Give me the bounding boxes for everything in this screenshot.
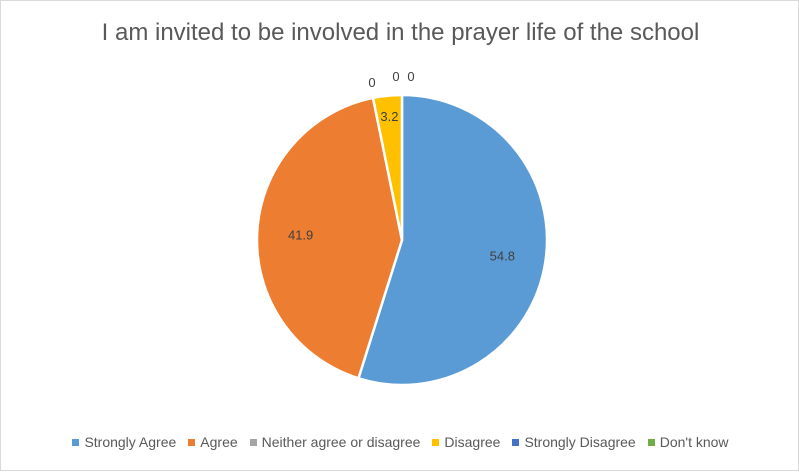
legend-label: Disagree [444, 434, 501, 450]
legend-swatch [188, 438, 196, 446]
data-label-agree: 41.9 [288, 228, 313, 243]
legend-label: Agree [200, 434, 238, 450]
legend-swatch [647, 438, 655, 446]
legend-item-disagree: Disagree [432, 434, 500, 450]
chart-title: I am invited to be involved in the praye… [101, 19, 700, 46]
legend-swatch [432, 438, 440, 446]
pie-slice-disagree [371, 93, 404, 242]
legend-swatch [512, 438, 520, 446]
legend-swatch [249, 438, 257, 446]
data-label-strongly-agree: 54.8 [490, 248, 515, 263]
data-label-neither-agree-or-disagree: 0 [368, 75, 375, 90]
legend-item-strongly-agree: Strongly Agree [72, 434, 176, 450]
legend-swatch [72, 438, 80, 446]
data-label-don-t-know: 0 [407, 69, 414, 84]
legend-label: Strongly Agree [84, 434, 177, 450]
data-label-strongly-disagree: 0 [392, 69, 399, 84]
legend-label: Strongly Disagree [524, 434, 636, 450]
pie-slice-strongly-agree [357, 93, 549, 387]
legend-label: Neither agree or disagree [261, 434, 421, 450]
legend-label: Don't know [659, 434, 729, 450]
legend-item-strongly-disagree: Strongly Disagree [512, 434, 636, 450]
legend: Strongly Agree Agree Neither agree or disa… [1, 434, 799, 450]
data-label-disagree: 3.2 [380, 109, 398, 124]
legend-item-neither-agree-or-disagree: Neither agree or disagree [249, 434, 421, 450]
pie-slice-agree [255, 96, 404, 380]
legend-item-don-t-know: Don't know [647, 434, 729, 450]
legend-item-agree: Agree [188, 434, 238, 450]
